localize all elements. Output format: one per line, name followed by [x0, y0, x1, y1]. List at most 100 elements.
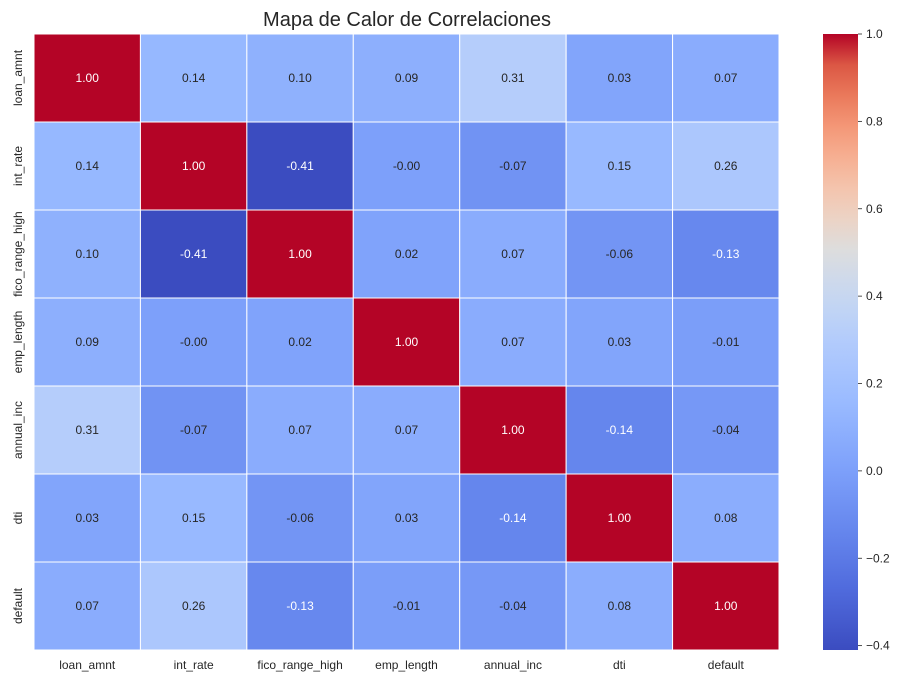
cell-value-label: 0.08: [608, 599, 632, 613]
heatmap-cell: [33, 385, 141, 475]
colorbar-tick-label: −0.4: [866, 639, 890, 653]
cell-value-label: -0.04: [712, 423, 740, 437]
cell-value-label: 0.02: [395, 247, 419, 261]
heatmap-cell: [459, 473, 567, 563]
heatmap-cell: [672, 297, 780, 387]
heatmap-cell: [246, 121, 354, 211]
heatmap-cell: [565, 297, 674, 387]
cell-value-label: 0.15: [608, 159, 632, 173]
cell-value-label: 0.08: [714, 511, 738, 525]
heatmap-cell: [672, 473, 780, 563]
y-axis-tick-labels: loan_amnt int_rate fico_range_high emp_leng…: [11, 49, 25, 624]
heatmap-cell: [352, 561, 461, 651]
heatmap-cell: [33, 121, 141, 211]
cell-annotations: 1.00 0.14 0.10 0.09 0.31 0.03 0.07 0.14 1.00 -0.4…: [76, 71, 740, 613]
heatmap-cell: [139, 33, 248, 123]
cell-value-label: 1.00: [714, 599, 738, 613]
y-tick-label: annual_inc: [11, 401, 25, 459]
x-tick-label: loan_amnt: [59, 658, 116, 672]
heatmap-cell: [246, 473, 354, 563]
cell-value-label: -0.00: [180, 335, 208, 349]
colorbar-tick-label: 1.0: [866, 27, 883, 41]
heatmap-cell: [33, 209, 141, 299]
cell-value-label: 0.07: [395, 423, 419, 437]
cell-value-label: 0.10: [288, 71, 312, 85]
heatmap-cell: [352, 297, 461, 387]
x-tick-label: default: [708, 658, 745, 672]
colorbar-tick-label: 0.8: [866, 114, 883, 128]
cell-value-label: 0.07: [288, 423, 312, 437]
colorbar-tick-label: −0.2: [866, 551, 890, 565]
cell-value-label: 1.00: [76, 71, 100, 85]
cell-value-label: 1.00: [608, 511, 632, 525]
cell-value-label: -0.41: [286, 159, 314, 173]
heatmap-cell: [246, 385, 354, 475]
cell-value-label: 1.00: [501, 423, 525, 437]
cell-value-label: 1.00: [395, 335, 419, 349]
x-tick-label: annual_inc: [484, 658, 542, 672]
cell-value-label: -0.14: [606, 423, 634, 437]
colorbar-tick-label: 0.6: [866, 202, 883, 216]
cell-value-label: 1.00: [288, 247, 312, 261]
heatmap-cells: [33, 33, 780, 651]
cell-value-label: -0.00: [393, 159, 421, 173]
cell-value-label: 0.03: [608, 71, 632, 85]
x-tick-label: int_rate: [174, 658, 214, 672]
cell-value-label: 0.07: [501, 335, 525, 349]
chart-title: Mapa de Calor de Correlaciones: [263, 9, 551, 31]
cell-value-label: -0.01: [393, 599, 421, 613]
cell-value-label: 0.07: [76, 599, 100, 613]
cell-value-label: -0.41: [180, 247, 208, 261]
cell-value-label: 0.03: [395, 511, 419, 525]
cell-value-label: 0.10: [76, 247, 100, 261]
cell-value-label: 1.00: [182, 159, 206, 173]
heatmap-cell: [459, 33, 567, 123]
heatmap-cell: [672, 121, 780, 211]
cell-value-label: 0.31: [501, 71, 525, 85]
y-tick-label: dti: [11, 512, 25, 525]
heatmap-cell: [33, 473, 141, 563]
heatmap-cell: [33, 561, 141, 651]
cell-value-label: -0.14: [499, 511, 527, 525]
cell-value-label: -0.06: [606, 247, 634, 261]
heatmap-cell: [139, 297, 248, 387]
heatmap-cell: [672, 385, 780, 475]
x-tick-label: emp_length: [375, 658, 438, 672]
heatmap-cell: [672, 561, 780, 651]
y-tick-label: default: [11, 587, 25, 624]
cell-value-label: 0.02: [288, 335, 312, 349]
cell-value-label: 0.07: [501, 247, 525, 261]
cell-value-label: -0.01: [712, 335, 740, 349]
colorbar-tick-label: 0.4: [866, 289, 883, 303]
y-tick-label: loan_amnt: [11, 49, 25, 106]
heatmap-cell: [246, 33, 354, 123]
cell-value-label: -0.06: [286, 511, 314, 525]
cell-value-label: 0.03: [76, 511, 100, 525]
heatmap-cell: [139, 209, 248, 299]
heatmap-cell: [565, 33, 674, 123]
heatmap-cell: [352, 209, 461, 299]
cell-value-label: -0.07: [180, 423, 208, 437]
heatmap-cell: [33, 297, 141, 387]
colorbar-tick-label: 0.0: [866, 464, 883, 478]
x-axis-tick-labels: loan_amnt int_rate fico_range_high emp_leng…: [59, 658, 744, 672]
heatmap-cell: [352, 473, 461, 563]
colorbar-ticks: −0.4 −0.2 0.0 0.2 0.4 0.6 0.8 1.0: [858, 27, 890, 653]
cell-value-label: 0.15: [182, 511, 206, 525]
colorbar-tick-label: 0.2: [866, 377, 883, 391]
cell-value-label: -0.07: [499, 159, 527, 173]
heatmap-cell: [352, 33, 461, 123]
heatmap-cell: [33, 33, 141, 123]
colorbar: [823, 34, 858, 650]
cell-value-label: 0.26: [182, 599, 206, 613]
cell-value-label: 0.07: [714, 71, 738, 85]
heatmap-cell: [672, 209, 780, 299]
heatmap-cell: [246, 209, 354, 299]
heatmap-cell: [246, 561, 354, 651]
heatmap-cell: [565, 561, 674, 651]
y-tick-label: int_rate: [11, 146, 25, 186]
cell-value-label: 0.14: [76, 159, 100, 173]
y-tick-label: emp_length: [11, 311, 25, 374]
cell-value-label: 0.26: [714, 159, 738, 173]
cell-value-label: -0.13: [286, 599, 314, 613]
